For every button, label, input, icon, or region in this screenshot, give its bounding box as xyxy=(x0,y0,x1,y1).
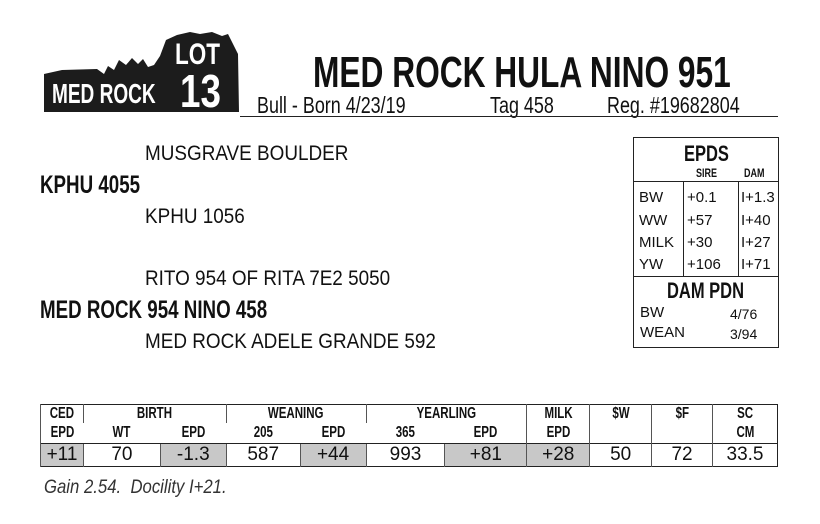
header-milk-epd: EPD xyxy=(546,423,571,441)
value-birth-wt: 70 xyxy=(82,442,161,466)
header-cm: CM xyxy=(736,423,754,441)
header-yearling: YEARLING xyxy=(416,405,477,422)
epd-trait: MILK xyxy=(639,234,675,251)
epd-sire: +30 xyxy=(687,234,713,251)
header-sc: SC xyxy=(736,405,753,422)
value-365: 993 xyxy=(365,442,445,466)
value-205: 587 xyxy=(225,442,301,466)
epd-dam: I+71 xyxy=(741,256,771,273)
sire: KPHU 4055 xyxy=(40,171,141,199)
value-birth-epd: -1.3 xyxy=(159,442,227,466)
header-ced: CED xyxy=(49,405,75,422)
value-weaning-epd: +44 xyxy=(299,442,367,466)
header-birth: BIRTH xyxy=(137,405,173,422)
epd-trait: WW xyxy=(639,212,668,229)
header-365: 365 xyxy=(395,423,416,441)
value-sf: 72 xyxy=(651,442,713,466)
dam-pdn-title: DAM PDN xyxy=(667,278,745,303)
pdn-value: 4/76 xyxy=(730,306,758,322)
dam-col-header: DAM xyxy=(744,166,765,180)
footnote: Gain 2.54. Docility I+21. xyxy=(44,477,227,498)
epd-trait: YW xyxy=(639,256,664,273)
epd-sire: +57 xyxy=(687,212,713,229)
sire-dam: KPHU 1056 xyxy=(145,205,245,228)
pdn-label: WEAN xyxy=(640,324,685,341)
dam-dam: MED ROCK ADELE GRANDE 592 xyxy=(145,330,436,353)
epd-dam: I+1.3 xyxy=(741,189,775,206)
epd-sire: +0.1 xyxy=(687,189,717,206)
epd-dam: I+27 xyxy=(741,234,771,251)
performance-table: CED BIRTH WEANING YEARLING MILK $W $F SC… xyxy=(40,404,778,467)
header-birth-epd: EPD xyxy=(181,423,206,441)
dam-sire: RITO 954 OF RITA 7E2 5050 xyxy=(145,267,391,290)
registration: Reg. #19682804 xyxy=(607,92,740,118)
lot-label: LOT xyxy=(175,38,220,71)
title-divider xyxy=(240,116,778,117)
dam: MED ROCK 954 NINO 458 xyxy=(40,296,268,324)
header-birth-wt: WT xyxy=(112,423,131,441)
epds-title: EPDS xyxy=(684,141,729,166)
value-ced: +11 xyxy=(40,442,84,466)
value-sw: 50 xyxy=(589,442,652,466)
header-ced-epd: EPD xyxy=(50,423,75,441)
header-205: 205 xyxy=(253,423,273,441)
epd-box: EPDS SIRE DAM BW +0.1 I+1.3 WW +57 I+40 … xyxy=(633,137,779,348)
sire-sire: MUSGRAVE BOULDER xyxy=(145,142,349,165)
epd-sire: +106 xyxy=(687,256,721,273)
value-milk-epd: +28 xyxy=(526,442,590,466)
sex-born: Bull - Born 4/23/19 xyxy=(257,92,406,118)
header-yearling-epd: EPD xyxy=(473,423,498,441)
value-sc: 33.5 xyxy=(712,442,778,466)
header-sf: $F xyxy=(675,405,689,422)
header-milk: MILK xyxy=(544,405,573,422)
sire-col-header: SIRE xyxy=(696,166,718,180)
pdn-label: BW xyxy=(640,304,665,321)
pdn-value: 3/94 xyxy=(730,326,758,342)
med-rock-logo xyxy=(44,32,239,112)
epd-trait: BW xyxy=(639,189,664,206)
animal-title: MED ROCK HULA NINO 951 xyxy=(313,48,731,97)
header-sw: $W xyxy=(612,405,630,422)
tag: Tag 458 xyxy=(490,92,554,118)
header-weaning-epd: EPD xyxy=(321,423,345,441)
header-weaning: WEANING xyxy=(268,405,324,422)
logo-brand: MED ROCK xyxy=(52,78,156,109)
value-yearling-epd: +81 xyxy=(444,442,527,466)
epd-dam: I+40 xyxy=(741,212,771,229)
lot-number: 13 xyxy=(180,65,221,117)
